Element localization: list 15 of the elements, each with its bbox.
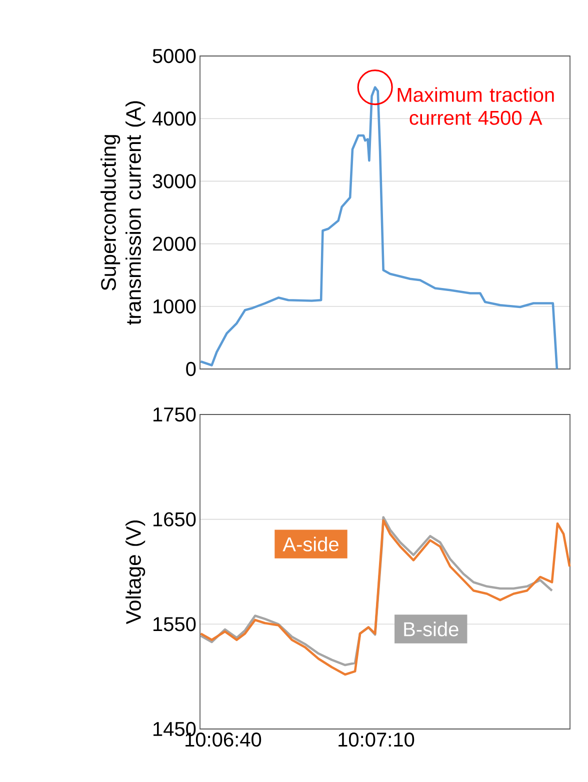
annotation: Maximum traction current 4500 A <box>398 87 554 125</box>
y-tick-label: 1750 <box>153 407 196 422</box>
y-tick-label: 1550 <box>153 617 196 632</box>
y-axis-title: Voltage (V) <box>126 520 146 624</box>
y-tick-label: 3000 <box>152 174 196 188</box>
series-label: B-side <box>404 622 458 636</box>
y-tick-label: 1650 <box>153 512 196 526</box>
x-tick-label: 10:07:10 <box>338 732 414 747</box>
y-tick-label: 5000 <box>152 48 196 64</box>
y-tick-label: 4000 <box>152 112 196 126</box>
y-tick-label: 0 <box>186 362 196 376</box>
y-tick-label: 1000 <box>153 299 196 314</box>
y-tick-label: 2000 <box>152 236 196 251</box>
y-axis-title: Superconducting transmission current (A) <box>100 101 146 325</box>
text: A-side <box>282 536 338 552</box>
